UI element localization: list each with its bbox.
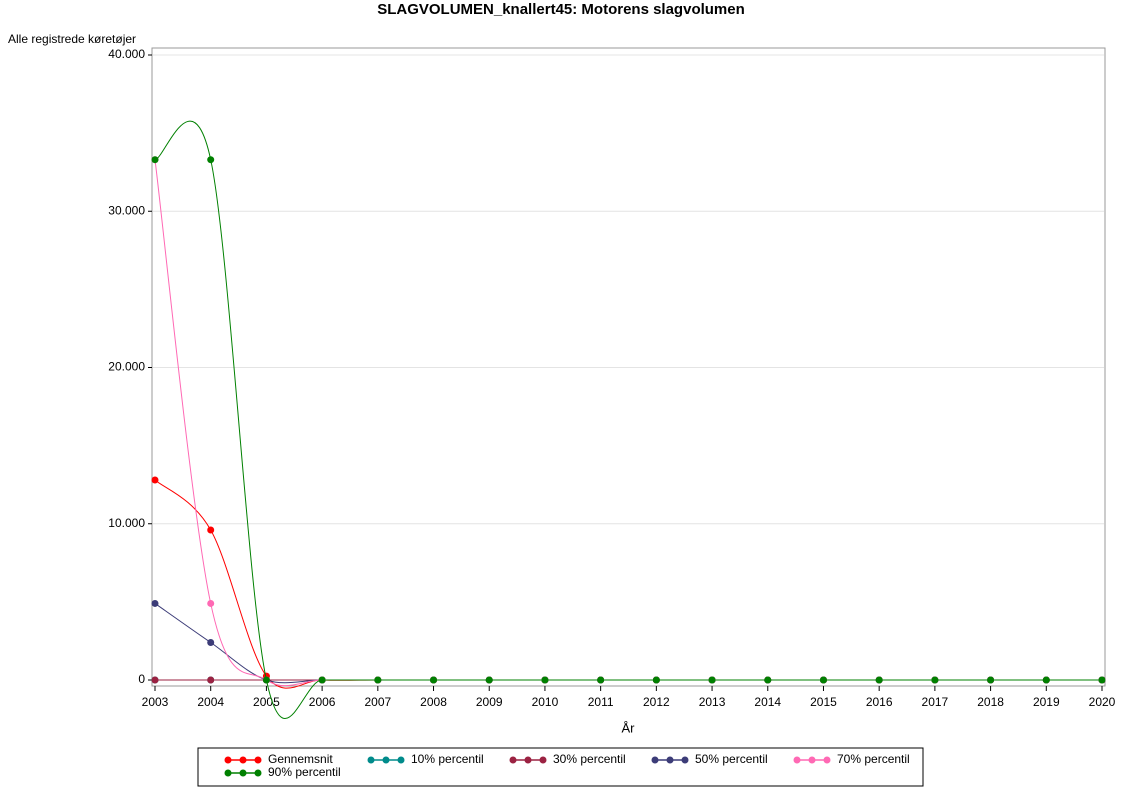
data-point [1098, 676, 1106, 684]
legend-box [197, 747, 924, 787]
data-point [1042, 676, 1050, 684]
legend-label: 90% percentil [268, 765, 341, 779]
data-point [262, 676, 270, 684]
legend-marker [367, 756, 375, 764]
legend-label: Gennemsnit [268, 752, 333, 766]
x-tick-label: 2006 [309, 695, 336, 709]
y-tick-label: 30.000 [108, 203, 145, 217]
legend-marker [509, 756, 517, 764]
x-tick-label: 2018 [977, 695, 1004, 709]
data-point [485, 676, 493, 684]
series-line [154, 120, 1102, 719]
x-tick-label: 2013 [699, 695, 726, 709]
data-point [987, 676, 995, 684]
data-point [430, 676, 438, 684]
x-tick-label: 2008 [420, 695, 447, 709]
x-axis-label: År [622, 720, 636, 735]
legend-marker [666, 756, 674, 764]
x-tick-label: 2009 [476, 695, 503, 709]
legend-marker [793, 756, 801, 764]
data-point [151, 676, 159, 684]
legend-marker [239, 769, 247, 777]
x-tick-label: 2004 [197, 695, 224, 709]
y-tick-label: 0 [138, 672, 145, 686]
data-point [931, 676, 939, 684]
legend-marker [823, 756, 831, 764]
x-tick-label: 2015 [810, 695, 837, 709]
data-point [207, 676, 215, 684]
legend-marker [524, 756, 532, 764]
x-tick-label: 2003 [142, 695, 169, 709]
x-tick-label: 2020 [1089, 695, 1116, 709]
x-tick-label: 2019 [1033, 695, 1060, 709]
data-point [151, 476, 159, 484]
y-axis-label: Alle registrede køretøjer [8, 32, 136, 46]
x-tick-label: 2014 [754, 695, 781, 709]
y-tick-label: 40.000 [108, 47, 145, 61]
legend-label: 30% percentil [553, 752, 626, 766]
legend-marker [397, 756, 405, 764]
legend-marker [239, 756, 247, 764]
legend-label: 10% percentil [411, 752, 484, 766]
legend-marker [254, 769, 262, 777]
data-point [318, 676, 326, 684]
data-point [151, 156, 159, 164]
data-point [207, 639, 215, 646]
legend-label: 50% percentil [695, 752, 768, 766]
legend-marker [681, 756, 689, 764]
x-tick-label: 2011 [588, 695, 614, 709]
legend-marker [651, 756, 659, 764]
x-tick-label: 2007 [364, 695, 391, 709]
legend-marker [808, 756, 816, 764]
x-tick-label: 2017 [922, 695, 949, 709]
data-point [597, 676, 605, 684]
data-point [207, 156, 215, 164]
x-tick-label: 2012 [643, 695, 670, 709]
y-tick-label: 10.000 [108, 516, 145, 530]
data-point [541, 676, 549, 684]
legend-marker [224, 769, 232, 777]
y-tick-label: 20.000 [108, 360, 145, 374]
x-tick-label: 2010 [532, 695, 559, 709]
data-point [875, 676, 883, 684]
data-point [652, 676, 660, 684]
data-point [151, 599, 159, 607]
series-line [154, 479, 1102, 689]
legend-marker [224, 756, 232, 764]
series-line [154, 159, 1102, 687]
x-tick-label: 2005 [253, 695, 280, 709]
x-tick-label: 2016 [866, 695, 893, 709]
data-point [708, 676, 716, 684]
data-point [819, 676, 827, 684]
legend-label: 70% percentil [837, 752, 910, 766]
data-point [207, 526, 215, 534]
legend-marker [539, 756, 547, 764]
legend-marker [382, 756, 390, 764]
legend-marker [254, 756, 262, 764]
data-point [207, 599, 215, 607]
chart-title: SLAGVOLUMEN_knallert45: Motorens slagvol… [377, 1, 745, 18]
series-line [154, 603, 1102, 684]
data-point [764, 676, 772, 684]
data-point [374, 676, 382, 684]
